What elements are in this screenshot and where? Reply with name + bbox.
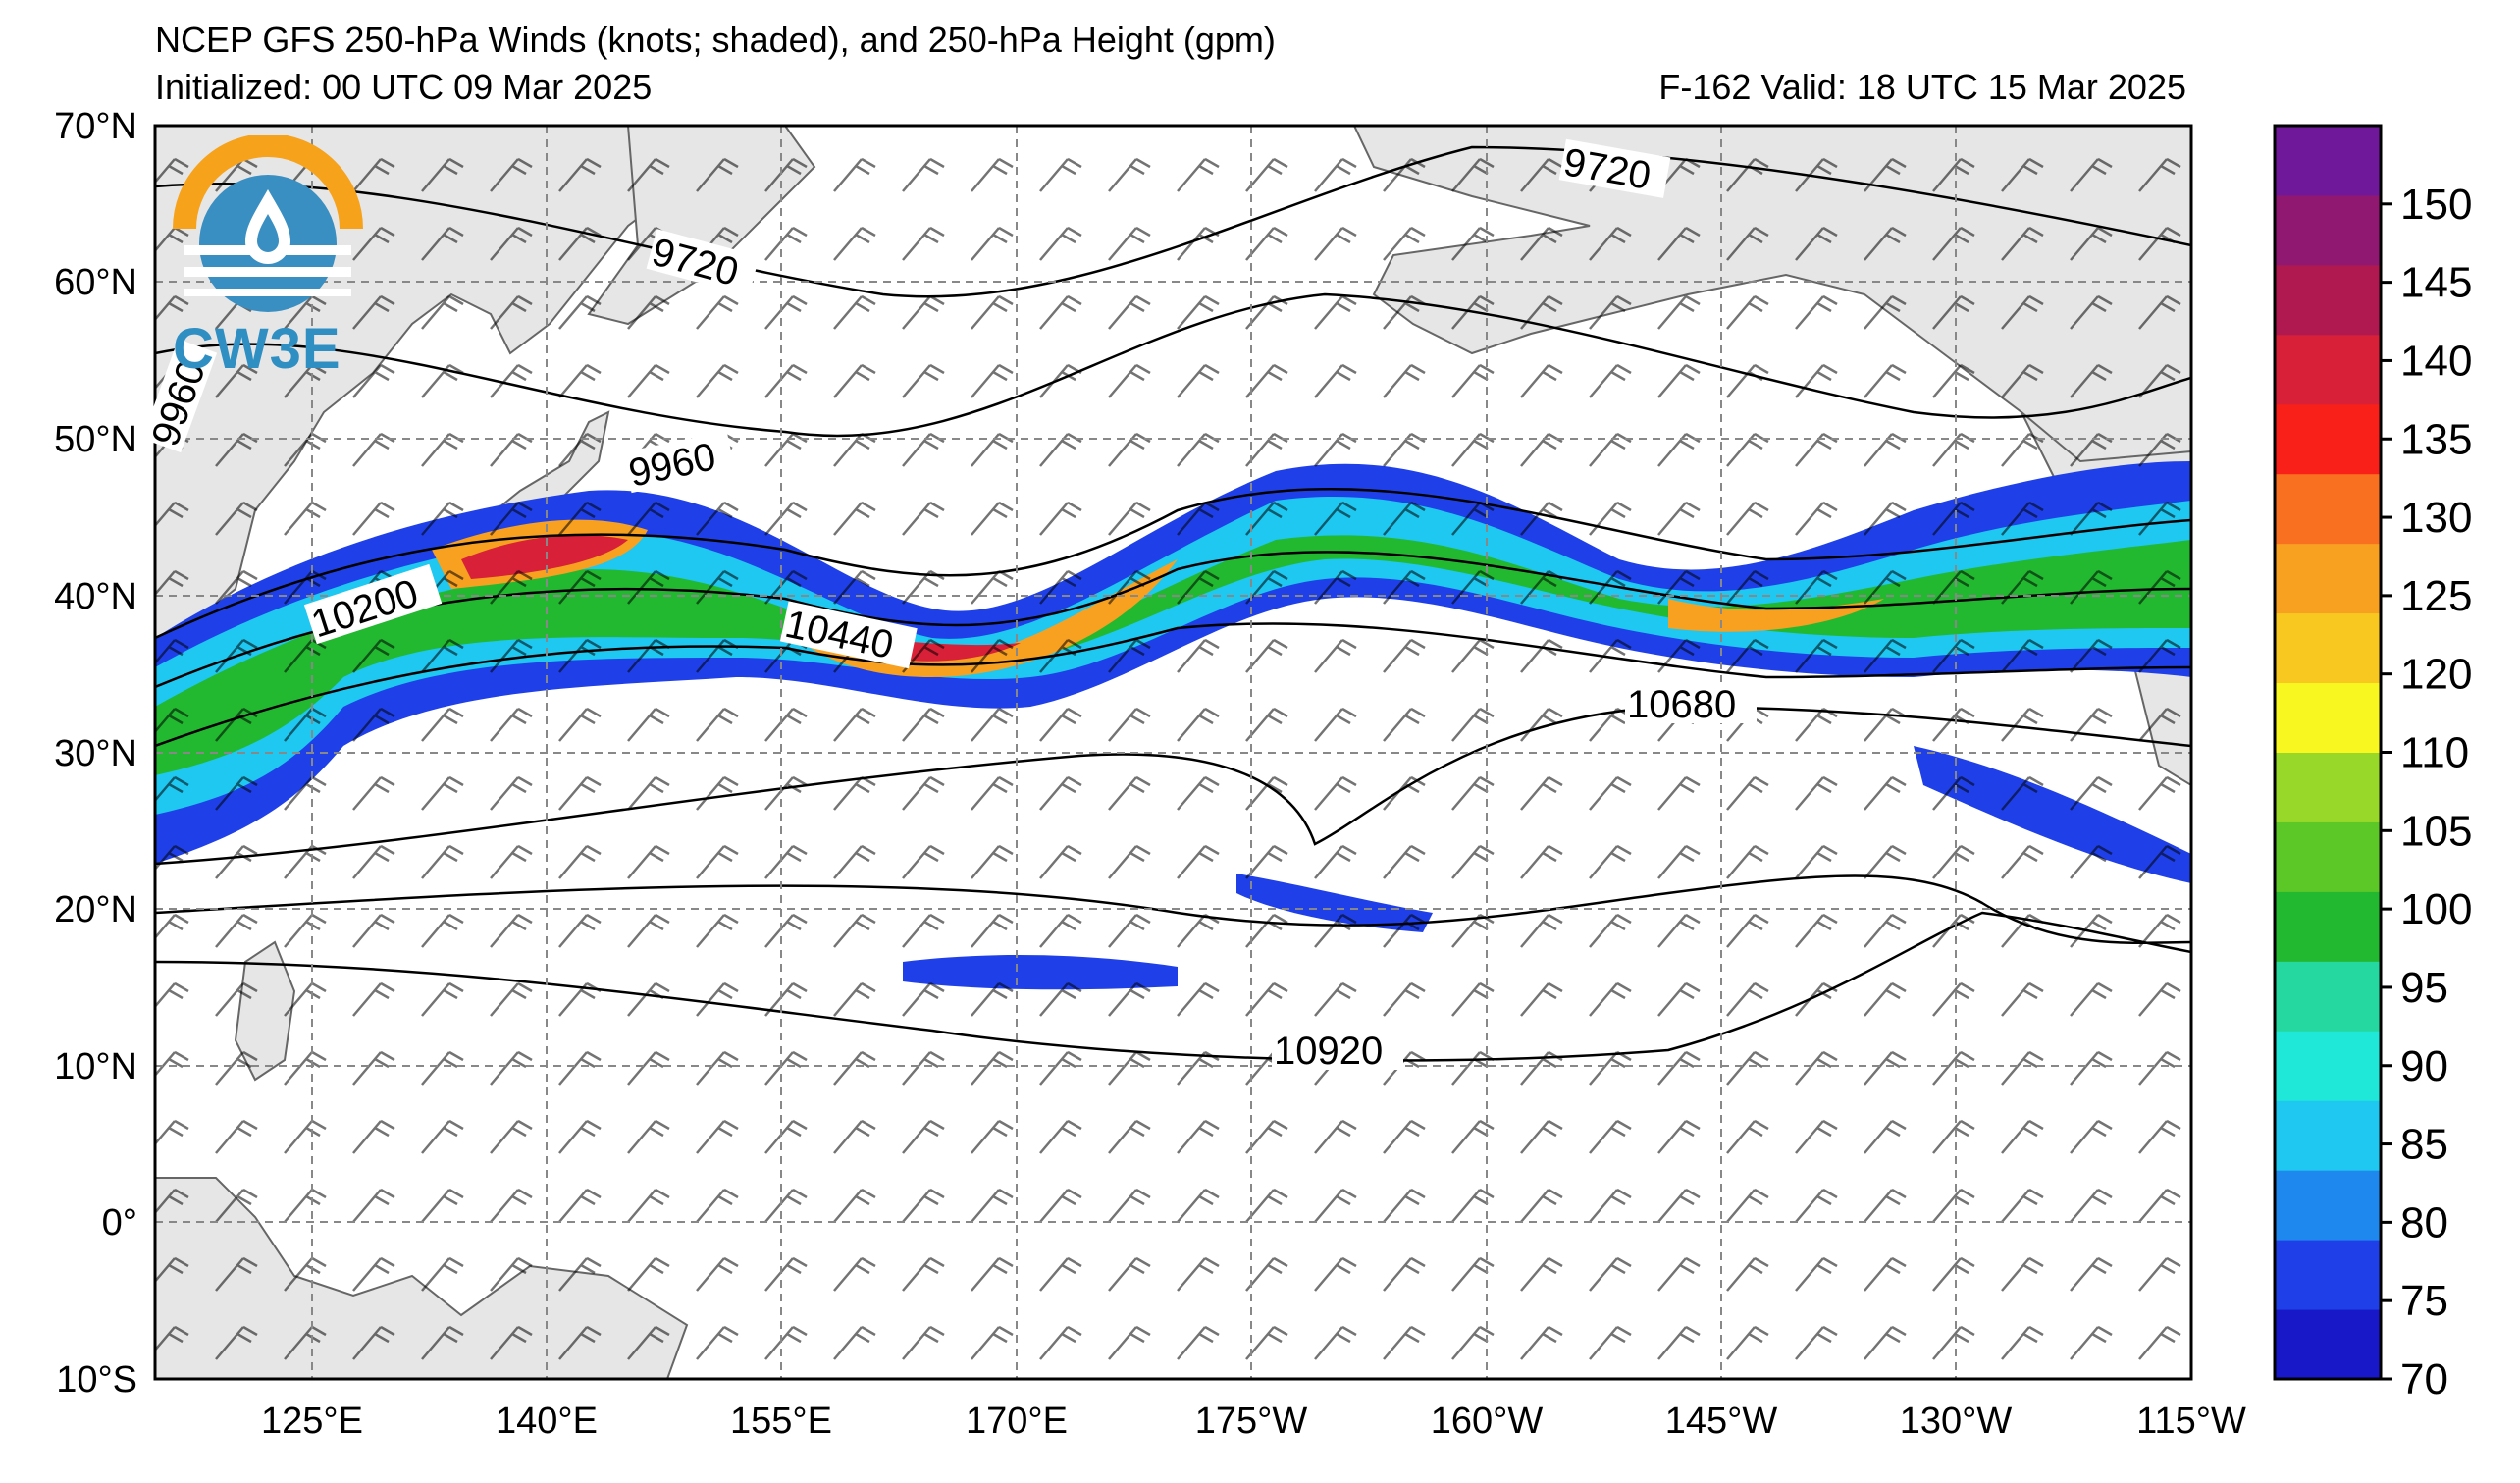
colorbar-tick-label: 70 — [2400, 1355, 2448, 1404]
colorbar-tick-label: 125 — [2400, 572, 2472, 620]
lat-tick-label: 60°N — [54, 262, 137, 303]
lat-tick-label: 10°S — [56, 1359, 137, 1401]
colorbar-tick-label: 150 — [2400, 181, 2472, 229]
init-time: Initialized: 00 UTC 09 Mar 2025 — [155, 67, 653, 107]
colorbar-swatch — [2275, 194, 2381, 266]
colorbar-tick-label: 105 — [2400, 807, 2472, 855]
latitude-axis: 70°N 60°N 50°N 40°N 30°N 20°N 10°N 0° 10… — [54, 106, 137, 1401]
lon-tick-label: 125°E — [261, 1401, 363, 1442]
lon-tick-label: 170°E — [966, 1401, 1068, 1442]
colorbar-ticks: 70 75 80 85 90 95 100 105 110 120 125 130 135 140 145 1… — [2381, 181, 2472, 1404]
lat-tick-label: 50°N — [54, 419, 137, 460]
colorbar-swatch — [2275, 473, 2381, 545]
lon-tick-label: 115°W — [2136, 1401, 2246, 1442]
colorbar-swatch — [2275, 961, 2381, 1032]
cw3e-logo-icon — [173, 135, 363, 312]
lat-tick-label: 30°N — [54, 733, 137, 774]
lon-tick-label: 130°W — [1900, 1401, 2013, 1442]
colorbar — [2273, 124, 2383, 1381]
colorbar-swatch — [2275, 612, 2381, 684]
colorbar-swatch — [2275, 334, 2381, 405]
longitude-axis: 125°E 140°E 155°E 170°E 175°W 160°W 145°… — [261, 1401, 2246, 1442]
colorbar-swatch — [2275, 1309, 2381, 1380]
lat-tick-label: 70°N — [54, 106, 137, 147]
valid-time: F-162 Valid: 18 UTC 15 Mar 2025 — [1658, 67, 2186, 107]
colorbar-swatch — [2275, 682, 2381, 753]
lon-tick-label: 160°W — [1431, 1401, 1544, 1442]
colorbar-swatch — [2275, 752, 2381, 822]
lat-tick-label: 0° — [102, 1202, 137, 1244]
lat-tick-label: 20°N — [54, 889, 137, 930]
colorbar-swatch — [2275, 264, 2381, 336]
lon-tick-label: 155°E — [730, 1401, 832, 1442]
colorbar-tick-label: 140 — [2400, 337, 2472, 385]
logo-text: CW3E — [173, 317, 341, 381]
colorbar-tick-label: 135 — [2400, 415, 2472, 463]
lon-tick-label: 175°W — [1195, 1401, 1308, 1442]
colorbar-swatch — [2275, 1240, 2381, 1310]
colorbar-tick-label: 75 — [2400, 1277, 2448, 1325]
colorbar-swatch — [2275, 543, 2381, 614]
map-frame — [153, 124, 2193, 1381]
colorbar-swatch — [2275, 891, 2381, 962]
colorbar-swatch — [2275, 126, 2381, 196]
lon-tick-label: 145°W — [1665, 1401, 1778, 1442]
lat-tick-label: 40°N — [54, 576, 137, 617]
colorbar-tick-label: 120 — [2400, 651, 2472, 699]
contour-label: 10920 — [1274, 1030, 1383, 1073]
colorbar-swatch — [2275, 403, 2381, 475]
colorbar-tick-label: 100 — [2400, 885, 2472, 933]
colorbar-swatch — [2275, 1170, 2381, 1241]
lon-tick-label: 140°E — [496, 1401, 598, 1442]
colorbar-tick-label: 80 — [2400, 1198, 2448, 1246]
colorbar-tick-label: 95 — [2400, 964, 2448, 1012]
graticule — [155, 126, 2191, 1379]
colorbar-swatch — [2275, 1100, 2381, 1171]
colorbar-tick-label: 85 — [2400, 1121, 2448, 1169]
colorbar-tick-label: 130 — [2400, 494, 2472, 542]
contour-label: 10680 — [1627, 683, 1736, 726]
lat-tick-label: 10°N — [54, 1046, 137, 1087]
colorbar-tick-label: 145 — [2400, 259, 2472, 307]
colorbar-tick-label: 110 — [2400, 729, 2469, 777]
chart-title: NCEP GFS 250-hPa Winds (knots; shaded), … — [155, 20, 1276, 60]
colorbar-tick-label: 90 — [2400, 1042, 2448, 1090]
colorbar-swatch — [2275, 821, 2381, 892]
colorbar-swatch — [2275, 1031, 2381, 1101]
